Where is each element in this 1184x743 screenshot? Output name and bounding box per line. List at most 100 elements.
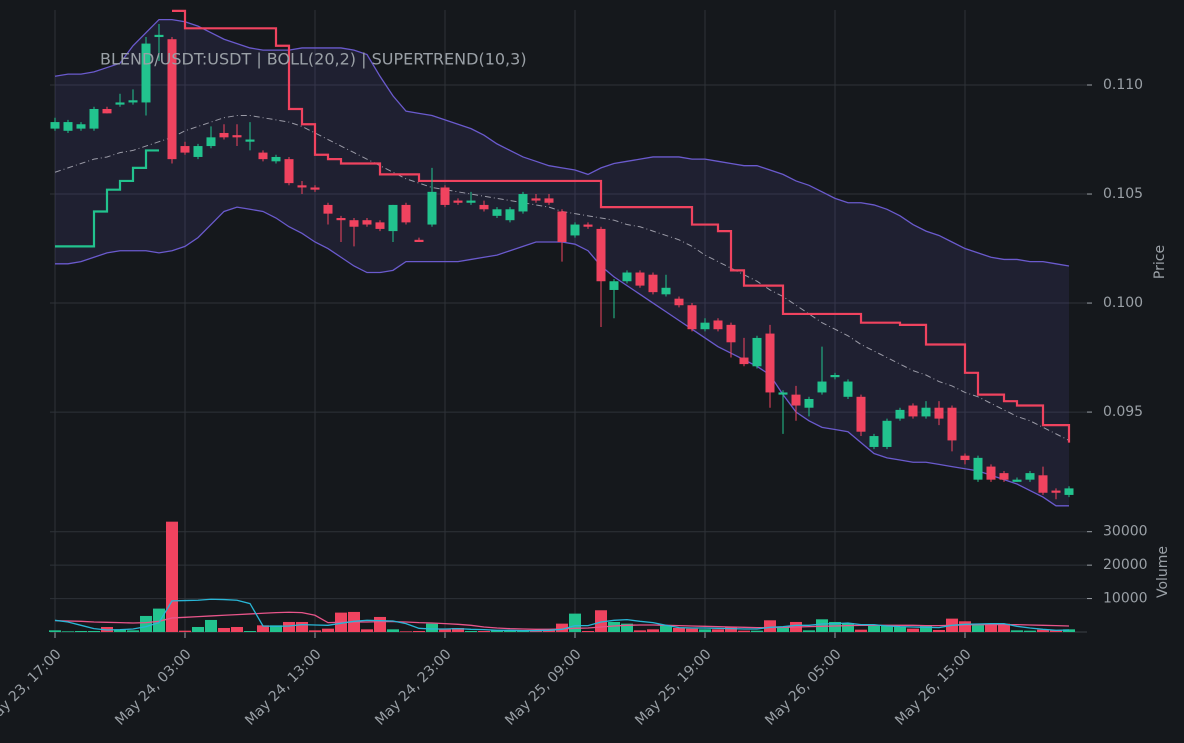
- candle-body: [531, 198, 541, 201]
- candle-body: [674, 298, 684, 306]
- candle-body: [401, 204, 411, 223]
- candle-body: [1038, 475, 1048, 493]
- candle-body: [167, 39, 177, 160]
- candle-body: [960, 455, 970, 461]
- candle-body: [882, 420, 892, 447]
- volume-bar: [491, 630, 503, 632]
- candle-body: [817, 381, 827, 393]
- y-tick-label: 0.110: [1103, 77, 1143, 93]
- candle-body: [453, 200, 463, 203]
- volume-bar: [738, 630, 750, 632]
- candle-body: [1064, 488, 1074, 495]
- volume-bar: [439, 629, 451, 632]
- volume-bar: [413, 630, 425, 632]
- band-upper: [54, 18, 1070, 267]
- volume-bar: [127, 630, 139, 632]
- candle-body: [336, 218, 346, 221]
- chart-title: BLEND/USDT:USDT | BOLL(20,2) | SUPERTREN…: [100, 50, 527, 69]
- x-tick-label: May 26, 15:00: [892, 646, 974, 728]
- candle-body: [479, 204, 489, 210]
- volume-bar: [933, 629, 945, 632]
- candle-body: [518, 194, 528, 212]
- volume-bar: [192, 626, 204, 632]
- candle-body: [284, 159, 294, 184]
- candle-body: [349, 220, 359, 227]
- candle-body: [869, 436, 879, 447]
- x-tick-label: May 26, 05:00: [762, 646, 844, 728]
- volume-bar: [712, 629, 724, 632]
- candle-body: [310, 187, 320, 190]
- volume-bar: [1011, 630, 1023, 632]
- volume-bar: [114, 629, 126, 632]
- volume-bar: [218, 627, 230, 632]
- volume-bar: [569, 613, 581, 632]
- candle-body: [908, 405, 918, 417]
- candle-body: [232, 135, 242, 138]
- volume-bar: [829, 621, 841, 632]
- volume-bar: [1050, 630, 1062, 632]
- candle-body: [713, 320, 723, 330]
- volume-bar: [543, 629, 555, 632]
- volume-bar: [764, 620, 776, 632]
- candle-body: [557, 211, 567, 242]
- candle-body: [388, 204, 398, 232]
- volume-bar: [62, 631, 74, 632]
- candle-body: [752, 337, 762, 367]
- volume-bar: [556, 623, 568, 632]
- volume-bar: [296, 621, 308, 632]
- y-tick-label: 0.105: [1103, 186, 1143, 202]
- volume-bar: [244, 630, 256, 632]
- volume-bar: [374, 616, 386, 632]
- x-tick-label: May 24, 13:00: [242, 646, 324, 728]
- volume-bar: [972, 623, 984, 632]
- candle-body: [180, 146, 190, 153]
- candle-body: [596, 228, 606, 282]
- candle-body: [427, 191, 437, 225]
- volume-bar: [751, 630, 763, 632]
- volume-bar: [842, 622, 854, 632]
- candle-body: [154, 34, 164, 38]
- candle-body: [999, 473, 1009, 480]
- candle-body: [492, 209, 502, 216]
- candle-body: [362, 220, 372, 225]
- volume-bar: [673, 627, 685, 632]
- candle-body: [466, 200, 476, 203]
- volume-bar: [920, 625, 932, 632]
- y-tick-label: 30000: [1103, 524, 1148, 540]
- volume-bar: [894, 626, 906, 632]
- volume-bar: [478, 630, 490, 632]
- candle-body: [765, 333, 775, 393]
- y-tick-label: 20000: [1103, 557, 1148, 573]
- volume-bar: [881, 625, 893, 632]
- candle-body: [739, 357, 749, 365]
- candle-body: [635, 272, 645, 286]
- candle-body: [505, 209, 515, 221]
- band-fill: [55, 19, 1069, 506]
- supertrend-down: [172, 9, 1071, 443]
- volume-bar: [621, 623, 633, 632]
- volume-bar: [855, 629, 867, 632]
- candle-body: [141, 43, 151, 103]
- candle-body: [440, 187, 450, 205]
- candle-body: [648, 274, 658, 293]
- volume-bar: [75, 630, 87, 632]
- volume-bar: [959, 621, 971, 632]
- volume-bar: [452, 627, 464, 632]
- volume-bar: [504, 630, 516, 632]
- candle-body: [622, 272, 632, 282]
- volume-bar: [1063, 629, 1075, 632]
- volume-bar: [868, 625, 880, 632]
- volume-bar: [322, 628, 334, 632]
- candle-body: [687, 305, 697, 330]
- volume-bar: [907, 628, 919, 632]
- candle-body: [830, 375, 840, 378]
- volume-bar: [140, 615, 152, 632]
- candle-body: [76, 124, 86, 129]
- volume-bar: [1037, 629, 1049, 632]
- volume-bar: [582, 630, 594, 632]
- volume-bar: [777, 626, 789, 632]
- y-tick-label: 10000: [1103, 591, 1148, 607]
- volume-bar: [647, 629, 659, 632]
- candle-body: [726, 324, 736, 343]
